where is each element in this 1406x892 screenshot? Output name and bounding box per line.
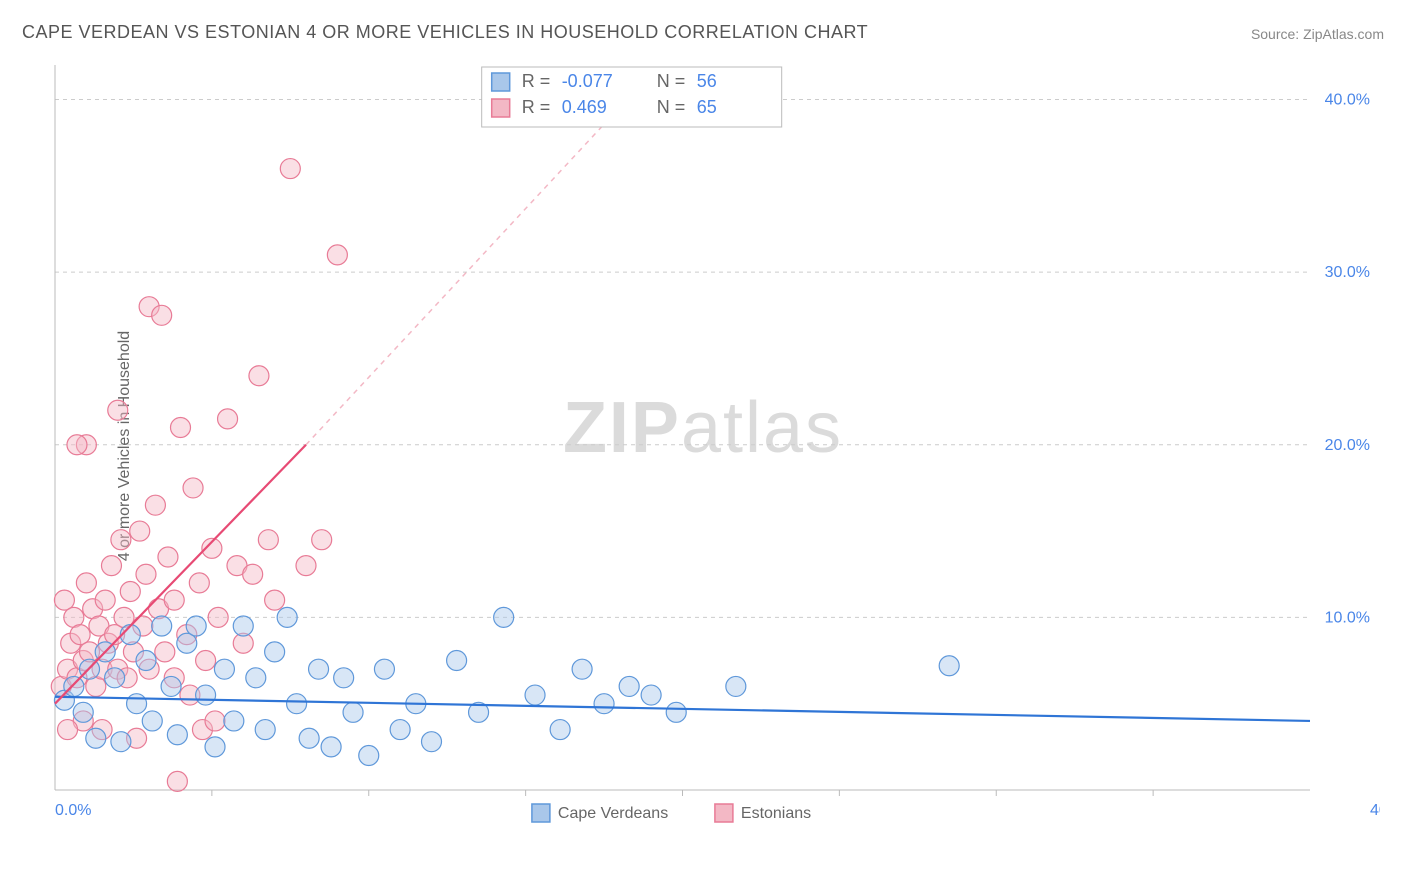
data-point xyxy=(246,668,266,688)
data-point xyxy=(390,720,410,740)
data-point xyxy=(265,642,285,662)
data-point xyxy=(120,581,140,601)
y-tick-label: 40.0% xyxy=(1325,92,1370,109)
data-point xyxy=(422,732,442,752)
data-point xyxy=(374,659,394,679)
data-point xyxy=(167,725,187,745)
stats-r-value: -0.077 xyxy=(562,71,613,91)
data-point xyxy=(321,737,341,757)
data-point xyxy=(205,737,225,757)
data-point xyxy=(161,676,181,696)
data-point xyxy=(299,728,319,748)
data-point xyxy=(73,702,93,722)
chart-title: CAPE VERDEAN VS ESTONIAN 4 OR MORE VEHIC… xyxy=(22,22,868,43)
data-point xyxy=(343,702,363,722)
trend-line xyxy=(55,445,306,704)
data-point xyxy=(136,564,156,584)
data-point xyxy=(726,676,746,696)
data-point xyxy=(189,573,209,593)
data-point xyxy=(249,366,269,386)
data-point xyxy=(136,651,156,671)
data-point xyxy=(155,642,175,662)
data-point xyxy=(145,495,165,515)
data-point xyxy=(233,616,253,636)
data-point xyxy=(95,590,115,610)
data-point xyxy=(265,590,285,610)
bottom-legend-label: Cape Verdeans xyxy=(558,805,668,822)
data-point xyxy=(130,521,150,541)
data-point xyxy=(594,694,614,714)
data-point xyxy=(277,607,297,627)
data-point xyxy=(196,651,216,671)
data-point xyxy=(224,711,244,731)
data-point xyxy=(86,728,106,748)
bottom-legend-label: Estonians xyxy=(741,805,811,822)
data-point xyxy=(158,547,178,567)
data-point xyxy=(666,702,686,722)
data-point xyxy=(243,564,263,584)
legend-swatch xyxy=(492,99,510,117)
source-label: Source: ZipAtlas.com xyxy=(1251,26,1384,42)
data-point xyxy=(641,685,661,705)
data-point xyxy=(258,530,278,550)
legend-swatch xyxy=(492,73,510,91)
data-point xyxy=(312,530,332,550)
data-point xyxy=(525,685,545,705)
data-point xyxy=(205,711,225,731)
data-point xyxy=(167,771,187,791)
stats-n-label: N = xyxy=(657,97,686,117)
data-point xyxy=(164,590,184,610)
stats-n-value: 65 xyxy=(697,97,717,117)
data-point xyxy=(171,418,191,438)
data-point xyxy=(327,245,347,265)
data-point xyxy=(208,607,228,627)
data-point xyxy=(359,745,379,765)
data-point xyxy=(127,694,147,714)
x-tick-label: 0.0% xyxy=(55,802,91,819)
data-point xyxy=(309,659,329,679)
bottom-legend-swatch xyxy=(532,804,550,822)
data-point xyxy=(58,720,78,740)
data-point xyxy=(152,616,172,636)
data-point xyxy=(280,159,300,179)
y-tick-label: 10.0% xyxy=(1325,609,1370,626)
stats-r-label: R = xyxy=(522,97,551,117)
data-point xyxy=(218,409,238,429)
stats-r-value: 0.469 xyxy=(562,97,607,117)
data-point xyxy=(108,400,128,420)
data-point xyxy=(296,556,316,576)
data-point xyxy=(196,685,216,705)
stats-n-label: N = xyxy=(657,71,686,91)
data-point xyxy=(214,659,234,679)
data-point xyxy=(111,732,131,752)
x-tick-label: 40.0% xyxy=(1370,802,1380,819)
data-point xyxy=(550,720,570,740)
data-point xyxy=(186,616,206,636)
data-point xyxy=(287,694,307,714)
data-point xyxy=(939,656,959,676)
data-point xyxy=(494,607,514,627)
data-point xyxy=(255,720,275,740)
data-point xyxy=(101,556,121,576)
data-point xyxy=(111,530,131,550)
data-point xyxy=(447,651,467,671)
stats-r-label: R = xyxy=(522,71,551,91)
data-point xyxy=(334,668,354,688)
stats-n-value: 56 xyxy=(697,71,717,91)
y-tick-label: 20.0% xyxy=(1325,437,1370,454)
data-point xyxy=(142,711,162,731)
data-point xyxy=(572,659,592,679)
data-point xyxy=(67,435,87,455)
data-point xyxy=(105,668,125,688)
trend-line-ext xyxy=(306,74,651,445)
data-point xyxy=(619,676,639,696)
data-point xyxy=(64,676,84,696)
data-point xyxy=(76,573,96,593)
data-point xyxy=(152,305,172,325)
scatter-plot: 10.0% 20.0% 30.0% 40.0% 0.0% 40.0% R = -0.077 N … xyxy=(50,60,1380,830)
y-tick-label: 30.0% xyxy=(1325,264,1370,281)
data-point xyxy=(183,478,203,498)
bottom-legend-swatch xyxy=(715,804,733,822)
